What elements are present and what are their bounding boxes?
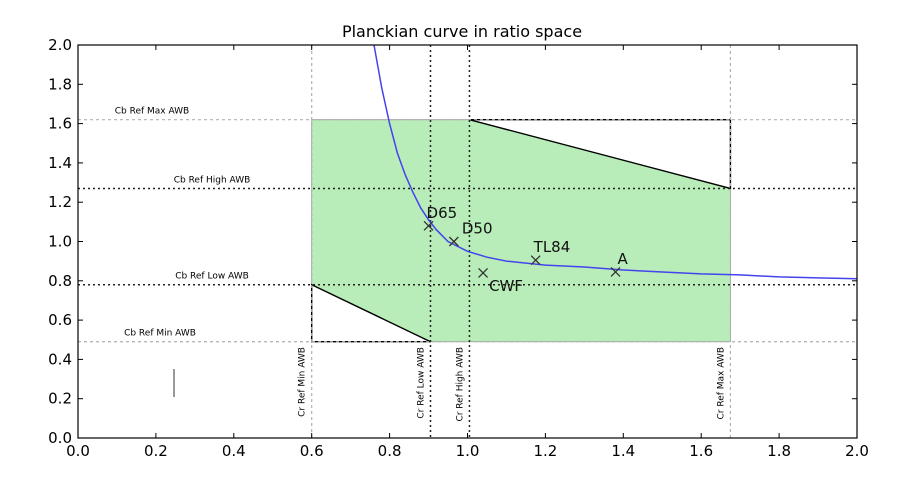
illuminant-label-d65: D65 bbox=[427, 204, 458, 222]
cb-ref-label-2: Cb Ref High AWB bbox=[174, 175, 251, 185]
y-tick-label-1: 0.2 bbox=[48, 390, 72, 408]
x-tick-label-0: 0.0 bbox=[66, 442, 90, 460]
illuminant-label-d50: D50 bbox=[462, 220, 493, 238]
x-tick-label-3: 0.6 bbox=[300, 442, 324, 460]
x-tick-label-7: 1.4 bbox=[611, 442, 635, 460]
x-tick-label-4: 0.8 bbox=[378, 442, 402, 460]
illuminant-marker-a bbox=[610, 266, 621, 277]
cr-ref-label-4: Cr Ref Max AWB bbox=[716, 347, 726, 419]
illuminant-label-tl84: TL84 bbox=[533, 238, 571, 256]
y-tick-label-9: 1.8 bbox=[48, 75, 72, 93]
y-tick-label-0: 0.0 bbox=[48, 429, 72, 447]
x-tick-label-10: 2.0 bbox=[845, 442, 869, 460]
y-tick-label-3: 0.6 bbox=[48, 311, 72, 329]
illuminant-marker-cwf bbox=[478, 267, 489, 278]
planckian-curve bbox=[373, 44, 858, 280]
cr-ref-label-2: Cr Ref Low AWB bbox=[416, 347, 426, 419]
y-tick-label-10: 2.0 bbox=[48, 36, 72, 54]
ticks-group: 0.0 0.2 0.4 0.6 0.8 1.0 1.2 1.4 1.6 1.8 2.0 0.0 0.2 0… bbox=[48, 36, 869, 460]
reference-lines-group: Cb Ref Max AWB Cb Ref High AWB Cb Ref Low … bbox=[78, 45, 857, 438]
chart-title: Planckian curve in ratio space bbox=[342, 22, 582, 41]
illuminant-marker-d65 bbox=[423, 220, 434, 231]
cb-ref-label-4: Cb Ref Min AWB bbox=[124, 329, 196, 339]
illuminant-label-a: A bbox=[618, 250, 629, 268]
cr-ref-label-1: Cr Ref Min AWB bbox=[298, 347, 308, 417]
y-tick-label-5: 1.0 bbox=[48, 233, 72, 251]
y-tick-label-8: 1.6 bbox=[48, 115, 72, 133]
y-tick-label-2: 0.4 bbox=[48, 350, 72, 368]
x-tick-label-1: 0.2 bbox=[144, 442, 168, 460]
illuminant-marker-tl84 bbox=[530, 255, 541, 266]
y-tick-label-4: 0.8 bbox=[48, 272, 72, 290]
x-tick-label-8: 1.6 bbox=[689, 442, 713, 460]
y-tick-label-6: 1.2 bbox=[48, 193, 72, 211]
cr-ref-label-3: Cr Ref High AWB bbox=[455, 347, 465, 422]
x-tick-label-2: 0.4 bbox=[222, 442, 246, 460]
illuminant-label-cwf: CWF bbox=[489, 277, 523, 295]
cb-ref-label-3: Cb Ref Low AWB bbox=[175, 272, 249, 282]
y-tick-label-7: 1.4 bbox=[48, 154, 72, 172]
excluded-triangle-2 bbox=[311, 283, 431, 343]
planckian-curve-group bbox=[373, 44, 858, 280]
x-tick-label-9: 1.8 bbox=[767, 442, 791, 460]
cb-ref-label-1: Cb Ref Max AWB bbox=[115, 107, 189, 117]
illuminant-marker-d50 bbox=[448, 236, 459, 247]
x-tick-label-5: 1.0 bbox=[456, 442, 480, 460]
x-tick-label-6: 1.2 bbox=[533, 442, 557, 460]
